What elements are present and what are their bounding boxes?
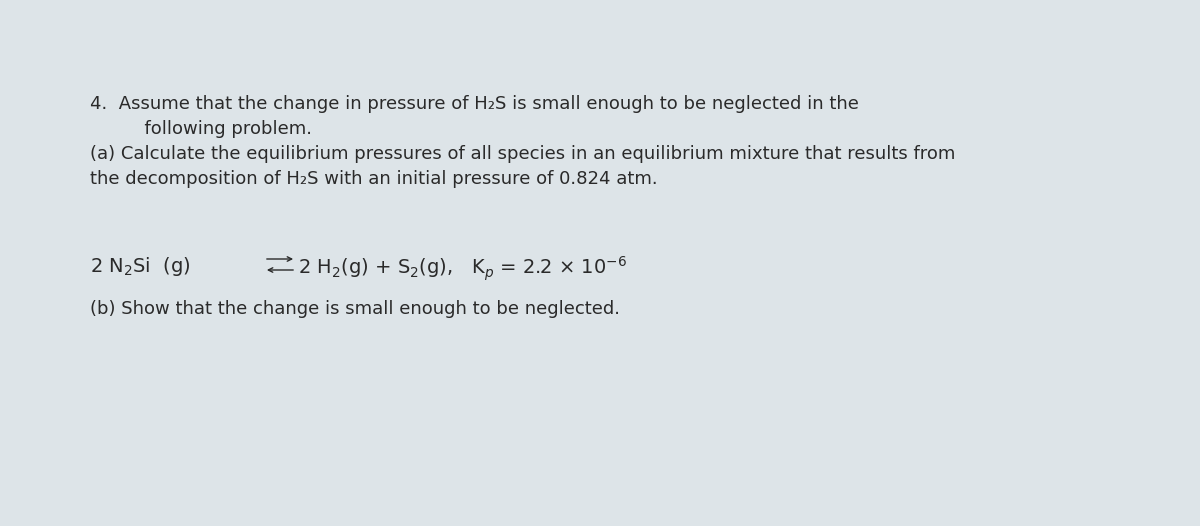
Text: (b) Show that the change is small enough to be neglected.: (b) Show that the change is small enough…	[90, 300, 620, 318]
Text: 4.  Assume that the change in pressure of H₂S is small enough to be neglected in: 4. Assume that the change in pressure of…	[90, 95, 859, 113]
Text: following problem.: following problem.	[110, 120, 312, 138]
Text: (a) Calculate the equilibrium pressures of all species in an equilibrium mixture: (a) Calculate the equilibrium pressures …	[90, 145, 955, 163]
Text: the decomposition of H₂S with an initial pressure of 0.824 atm.: the decomposition of H₂S with an initial…	[90, 170, 658, 188]
Text: 2 N$_2$Si  (g): 2 N$_2$Si (g)	[90, 255, 191, 278]
Text: 2 H$_2$(g) + S$_2$(g),   K$_p$ = 2.2 $\times$ 10$^{-6}$: 2 H$_2$(g) + S$_2$(g), K$_p$ = 2.2 $\tim…	[298, 255, 628, 284]
